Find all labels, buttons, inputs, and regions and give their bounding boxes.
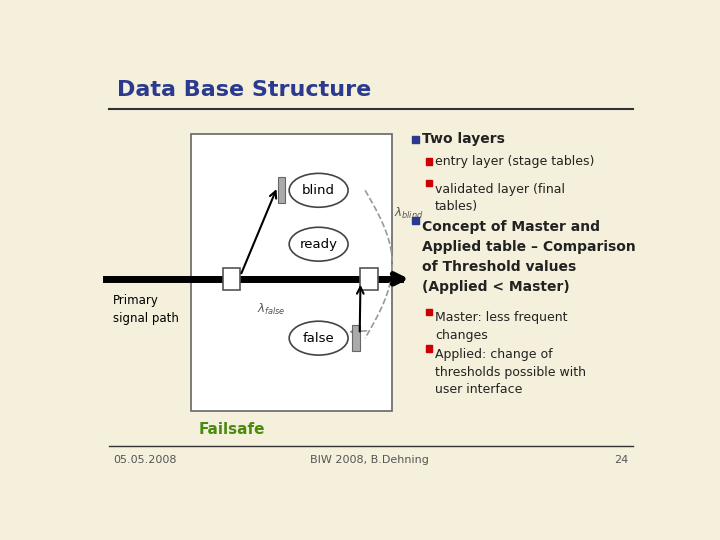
- Text: ready: ready: [300, 238, 338, 251]
- Text: entry layer (stage tables): entry layer (stage tables): [435, 154, 594, 167]
- Text: 24: 24: [614, 455, 629, 465]
- Ellipse shape: [289, 173, 348, 207]
- Text: validated layer (final
tables): validated layer (final tables): [435, 183, 565, 213]
- Text: 05.05.2008: 05.05.2008: [113, 455, 176, 465]
- Bar: [191, 134, 392, 411]
- Text: blind: blind: [302, 184, 335, 197]
- Text: Master: less frequent
changes: Master: less frequent changes: [435, 311, 567, 342]
- Bar: [426, 346, 432, 352]
- Bar: [412, 136, 418, 143]
- Bar: [352, 325, 360, 351]
- Bar: [277, 177, 285, 204]
- Bar: [223, 268, 240, 289]
- Text: Failsafe: Failsafe: [199, 422, 265, 437]
- Text: Primary
signal path: Primary signal path: [113, 294, 179, 325]
- Text: false: false: [302, 332, 335, 345]
- Text: Data Base Structure: Data Base Structure: [117, 80, 372, 100]
- Bar: [426, 158, 432, 165]
- Ellipse shape: [289, 227, 348, 261]
- Bar: [361, 268, 377, 289]
- Bar: [412, 217, 418, 224]
- Text: $\lambda_{blind}$: $\lambda_{blind}$: [394, 206, 423, 221]
- Text: BIW 2008, B.Dehning: BIW 2008, B.Dehning: [310, 455, 428, 465]
- Text: Two layers: Two layers: [423, 132, 505, 146]
- Bar: [426, 308, 432, 315]
- Text: $\lambda_{false}$: $\lambda_{false}$: [256, 302, 285, 317]
- Text: Applied: change of
thresholds possible with
user interface: Applied: change of thresholds possible w…: [435, 348, 586, 396]
- Ellipse shape: [289, 321, 348, 355]
- Text: Concept of Master and
Applied table – Comparison
of Threshold values
(Applied < : Concept of Master and Applied table – Co…: [423, 220, 636, 294]
- Bar: [426, 180, 432, 186]
